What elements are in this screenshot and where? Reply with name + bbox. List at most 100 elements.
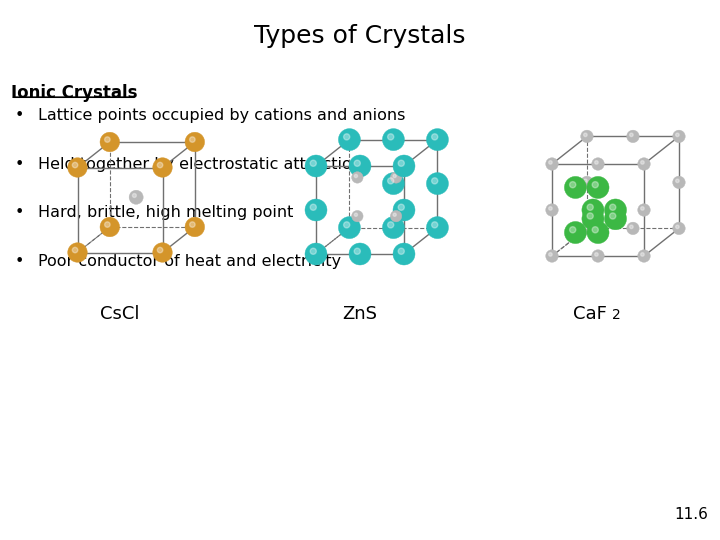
Circle shape xyxy=(675,179,679,183)
Circle shape xyxy=(338,217,361,239)
Circle shape xyxy=(100,132,120,152)
Circle shape xyxy=(584,179,587,183)
Circle shape xyxy=(584,133,587,137)
Circle shape xyxy=(387,134,394,140)
Circle shape xyxy=(387,178,394,184)
Circle shape xyxy=(581,176,593,188)
Text: •: • xyxy=(14,254,24,269)
Text: •: • xyxy=(14,205,24,220)
Circle shape xyxy=(626,222,639,235)
Circle shape xyxy=(349,155,371,177)
Circle shape xyxy=(570,227,576,233)
Circle shape xyxy=(393,155,415,177)
Circle shape xyxy=(431,178,438,184)
Circle shape xyxy=(675,133,679,137)
Circle shape xyxy=(546,158,558,170)
Circle shape xyxy=(641,207,644,210)
Text: •: • xyxy=(14,108,24,123)
Circle shape xyxy=(431,222,438,228)
Circle shape xyxy=(129,190,143,204)
Circle shape xyxy=(570,181,576,188)
Circle shape xyxy=(582,199,604,221)
Circle shape xyxy=(605,208,626,230)
Circle shape xyxy=(390,211,402,222)
Circle shape xyxy=(354,174,358,178)
Text: 11.6: 11.6 xyxy=(674,507,708,522)
Circle shape xyxy=(587,213,593,219)
Text: CsCl: CsCl xyxy=(100,305,140,323)
Circle shape xyxy=(382,217,405,239)
Circle shape xyxy=(185,132,204,152)
Circle shape xyxy=(153,242,172,262)
Circle shape xyxy=(592,181,598,188)
Circle shape xyxy=(349,243,371,265)
Text: ZnS: ZnS xyxy=(343,305,377,323)
Circle shape xyxy=(343,134,350,140)
Circle shape xyxy=(185,217,204,237)
Circle shape xyxy=(354,160,360,166)
Circle shape xyxy=(672,176,685,188)
Circle shape xyxy=(426,173,449,194)
Circle shape xyxy=(595,161,598,164)
Circle shape xyxy=(343,222,350,228)
Circle shape xyxy=(157,163,163,168)
Circle shape xyxy=(398,204,405,210)
Circle shape xyxy=(72,247,78,253)
Circle shape xyxy=(595,253,598,256)
Circle shape xyxy=(72,163,78,168)
Circle shape xyxy=(610,213,616,219)
Circle shape xyxy=(546,249,558,262)
Circle shape xyxy=(630,225,633,228)
Circle shape xyxy=(310,248,316,254)
Circle shape xyxy=(426,217,449,239)
Circle shape xyxy=(393,243,415,265)
Circle shape xyxy=(549,253,552,256)
Circle shape xyxy=(610,204,616,211)
Circle shape xyxy=(592,227,598,233)
Text: Poor conductor of heat and electricity: Poor conductor of heat and electricity xyxy=(38,254,341,269)
Circle shape xyxy=(581,222,593,235)
Circle shape xyxy=(592,249,604,262)
Circle shape xyxy=(581,130,593,143)
Circle shape xyxy=(189,137,195,143)
Text: •: • xyxy=(14,157,24,172)
Circle shape xyxy=(675,225,679,228)
Circle shape xyxy=(582,208,604,230)
Circle shape xyxy=(630,133,633,137)
Circle shape xyxy=(393,174,396,178)
Text: Ionic Crystals: Ionic Crystals xyxy=(11,84,138,102)
Circle shape xyxy=(549,161,552,164)
Circle shape xyxy=(393,199,415,221)
Circle shape xyxy=(426,129,449,151)
Text: Lattice points occupied by cations and anions: Lattice points occupied by cations and a… xyxy=(38,108,405,123)
Circle shape xyxy=(351,211,363,222)
Circle shape xyxy=(310,204,316,210)
Circle shape xyxy=(672,222,685,235)
Circle shape xyxy=(68,158,87,177)
Circle shape xyxy=(189,222,195,227)
Circle shape xyxy=(672,130,685,143)
Circle shape xyxy=(605,199,626,221)
Circle shape xyxy=(305,199,327,221)
Circle shape xyxy=(592,158,604,170)
Text: Types of Crystals: Types of Crystals xyxy=(254,24,466,48)
Text: CaF: CaF xyxy=(573,305,607,323)
Circle shape xyxy=(338,129,361,151)
Circle shape xyxy=(390,172,402,183)
Circle shape xyxy=(387,222,394,228)
Circle shape xyxy=(100,217,120,237)
Circle shape xyxy=(310,160,316,166)
Circle shape xyxy=(587,177,609,199)
Circle shape xyxy=(638,204,650,216)
Circle shape xyxy=(564,221,587,244)
Text: Hard, brittle, high melting point: Hard, brittle, high melting point xyxy=(38,205,294,220)
Circle shape xyxy=(431,134,438,140)
Circle shape xyxy=(587,204,593,211)
Circle shape xyxy=(638,158,650,170)
Circle shape xyxy=(104,222,110,227)
Circle shape xyxy=(584,225,587,228)
Circle shape xyxy=(351,172,363,183)
Circle shape xyxy=(382,173,405,194)
Text: Held together by electrostatic attraction: Held together by electrostatic attractio… xyxy=(38,157,362,172)
Circle shape xyxy=(305,243,327,265)
